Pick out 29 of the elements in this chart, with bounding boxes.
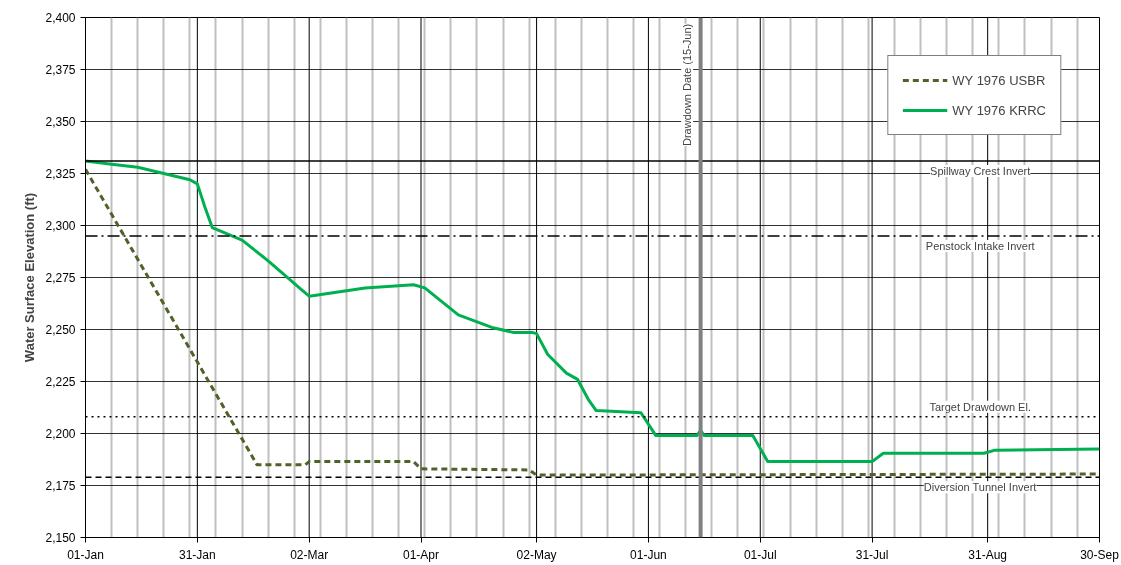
x-tick-label: 30-Sep <box>1080 547 1120 562</box>
y-tick-label: 2,375 <box>45 63 76 77</box>
y-tick-label: 2,200 <box>45 427 76 441</box>
x-tick-label: 02-May <box>516 547 557 562</box>
ref-line-label: Spillway Crest Invert <box>930 165 1031 178</box>
x-tick-label: 01-Jul <box>743 547 777 562</box>
y-axis-title: Water Surface Elevation (ft) <box>22 192 38 363</box>
x-tick-label: 01-Jan <box>67 547 104 562</box>
ref-line-label: Target Drawdown El. <box>929 400 1031 413</box>
y-tick-label: 2,175 <box>45 479 76 493</box>
y-tick-label: 2,350 <box>45 115 76 129</box>
x-tick-label: 01-Apr <box>403 547 440 562</box>
y-tick-label: 2,300 <box>45 219 76 233</box>
legend-label: WY 1976 KRRC <box>952 102 1046 118</box>
x-tick-label: 02-Mar <box>290 547 329 562</box>
legend-label: WY 1976 USBR <box>952 72 1046 88</box>
ref-line-label: Penstock Intake Invert <box>925 239 1035 252</box>
x-tick-label: 01-Jun <box>630 547 667 562</box>
x-tick-label: 31-Aug <box>968 547 1008 562</box>
ref-line-label: Drawdown Date (15-Jun) <box>681 23 694 147</box>
y-tick-label: 2,325 <box>45 167 76 181</box>
y-tick-label: 2,275 <box>45 271 76 285</box>
y-tick-label: 2,400 <box>45 11 76 25</box>
y-tick-label: 2,250 <box>45 323 76 337</box>
y-tick-label: 2,150 <box>45 531 76 545</box>
x-tick-label: 31-Jul <box>855 547 889 562</box>
y-tick-label: 2,225 <box>45 375 76 389</box>
x-tick-label: 31-Jan <box>178 547 216 562</box>
ref-line-label: Diversion Tunnel Invert <box>923 481 1037 494</box>
